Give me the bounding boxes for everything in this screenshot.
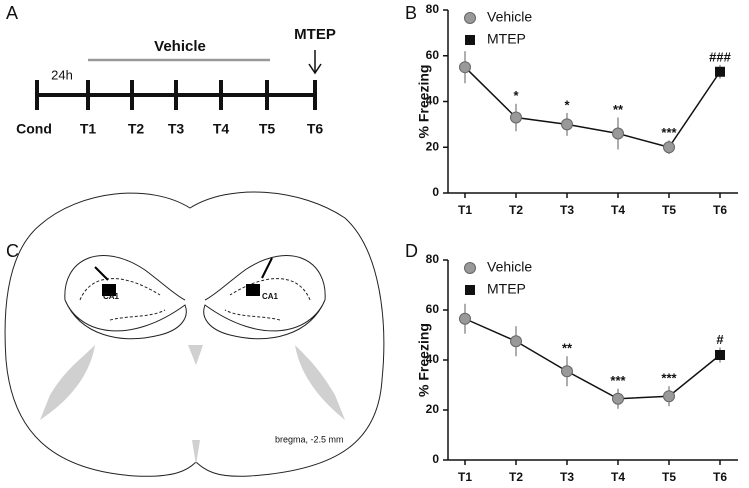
x-tick-label: T5 — [662, 203, 676, 217]
significance-label: ### — [709, 49, 731, 64]
data-point — [715, 350, 725, 360]
ventricle — [188, 345, 203, 365]
hippocampus-layer — [109, 309, 166, 321]
data-point — [663, 141, 675, 154]
coordinate-label: bregma, -2.5 mm — [275, 434, 344, 444]
ventricles — [40, 345, 345, 465]
legend-label: MTEP — [487, 31, 526, 47]
x-tick-label: T2 — [509, 203, 523, 217]
lesion-site — [102, 284, 116, 296]
region-label: CA1 — [103, 292, 120, 301]
y-tick-label: 80 — [426, 252, 440, 266]
data-point — [561, 118, 573, 131]
y-tick-label: 40 — [426, 352, 440, 366]
significance-label: *** — [610, 373, 626, 388]
timeline — [35, 80, 317, 110]
significance-label: *** — [661, 125, 677, 140]
legend-label: Vehicle — [487, 9, 532, 25]
lesion-site — [246, 284, 260, 296]
data-point — [561, 365, 573, 378]
treatment-label: Vehicle — [154, 38, 206, 55]
ventricle — [192, 440, 200, 465]
hippocampus — [203, 299, 326, 340]
y-tick-label: 20 — [426, 402, 440, 416]
panel-letter: C — [6, 241, 19, 261]
hippocampus-layer — [229, 278, 311, 301]
ventricle — [40, 345, 95, 420]
y-axis-title: % Freezing — [416, 65, 432, 139]
panel-letter: D — [405, 241, 418, 261]
y-tick-label: 60 — [426, 48, 440, 62]
interval-label: 24h — [51, 67, 73, 82]
y-tick-label: 80 — [426, 2, 440, 16]
timeline-label: Cond — [16, 121, 52, 137]
legend-label: MTEP — [487, 281, 526, 297]
legend-marker — [464, 12, 476, 24]
connector — [668, 71, 721, 148]
legend-marker — [464, 262, 476, 274]
significance-label: * — [513, 88, 519, 103]
y-axis-title: % Freezing — [416, 323, 432, 397]
significance-label: ** — [562, 341, 573, 356]
arrow — [94, 266, 109, 281]
x-tick-label: T3 — [560, 470, 574, 484]
x-tick-label: T6 — [713, 470, 727, 484]
x-tick-label: T1 — [458, 203, 472, 217]
y-tick-label: 40 — [426, 94, 440, 108]
data-point — [612, 127, 624, 140]
data-point — [663, 390, 675, 403]
data-point — [510, 111, 522, 124]
data-point — [459, 61, 471, 74]
timeline-label: T1 — [80, 121, 97, 137]
brain-outline — [4, 191, 385, 477]
hippocampus-layer — [79, 278, 161, 301]
y-tick-label: 60 — [426, 302, 440, 316]
significance-label: # — [716, 332, 724, 347]
legend-marker — [465, 285, 475, 295]
x-tick-label: T4 — [611, 470, 625, 484]
challenge-label: MTEP — [294, 26, 336, 43]
timeline-label: T5 — [259, 121, 276, 137]
hippocampus — [204, 255, 326, 301]
data-point — [459, 312, 471, 325]
y-tick-label: 20 — [426, 139, 440, 153]
x-tick-label: T2 — [509, 470, 523, 484]
timeline-label: T2 — [128, 121, 145, 137]
y-tick-label: 0 — [432, 452, 439, 466]
hippocampus — [64, 255, 186, 301]
timeline-label: T3 — [168, 121, 185, 137]
x-tick-label: T6 — [713, 203, 727, 217]
data-point — [510, 335, 522, 348]
arrow-head — [308, 63, 322, 75]
y-tick-label: 0 — [432, 185, 439, 199]
significance-label: ** — [613, 102, 624, 117]
timeline-label: T6 — [307, 121, 324, 137]
x-tick-label: T5 — [662, 470, 676, 484]
brain-section — [4, 191, 385, 477]
data-point — [612, 392, 624, 405]
arrow — [261, 257, 273, 279]
legend-marker — [465, 35, 475, 45]
x-tick-label: T4 — [611, 203, 625, 217]
region-label: CA1 — [262, 292, 279, 301]
hippocampus — [64, 299, 187, 340]
significance-label: *** — [661, 371, 677, 386]
legend-label: Vehicle — [487, 259, 532, 275]
data-point — [715, 66, 725, 77]
x-tick-label: T3 — [560, 203, 574, 217]
hippocampus-layer — [224, 309, 281, 321]
x-tick-label: T1 — [458, 470, 472, 484]
ventricle — [295, 345, 345, 420]
timeline-label: T4 — [213, 121, 230, 137]
significance-label: * — [564, 97, 570, 112]
connector — [668, 354, 721, 397]
panel-letter: A — [6, 3, 18, 23]
panel-letter: B — [405, 3, 417, 23]
